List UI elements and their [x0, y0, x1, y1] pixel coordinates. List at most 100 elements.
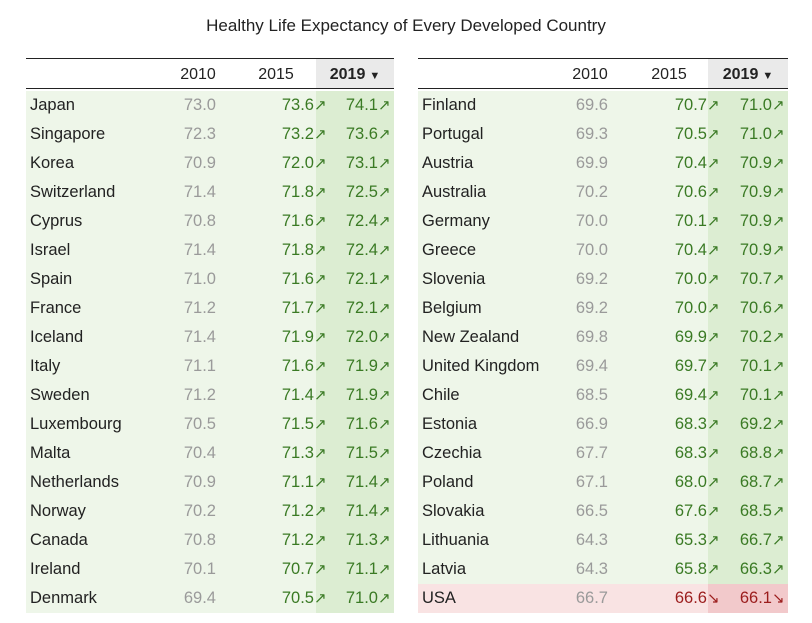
table-right: 2010 2015 2019 ▼ Finland 69.6 70.7↗ 71.0↗ Por… — [418, 58, 788, 613]
value-2019: 68.7↗ — [708, 468, 788, 497]
table-row: Israel 71.4 71.8↗ 72.4↗ — [26, 236, 394, 265]
value-2015: 66.6↘ — [631, 584, 723, 613]
value-2015: 71.2↗ — [238, 526, 330, 555]
header-2019-label: 2019 — [329, 66, 366, 83]
table-row: Spain 71.0 71.6↗ 72.1↗ — [26, 265, 394, 294]
table-header: 2010 2015 2019 ▼ — [418, 58, 788, 89]
trend-up-icon: ↗ — [707, 126, 720, 143]
trend-up-icon: ↗ — [772, 155, 785, 172]
value-2015: 71.1↗ — [238, 468, 330, 497]
value-2019: 72.0↗ — [316, 323, 394, 352]
trend-down-icon: ↘ — [707, 590, 720, 607]
value-2015: 71.6↗ — [238, 207, 330, 236]
table-row: Chile 68.5 69.4↗ 70.1↗ — [418, 381, 788, 410]
value-2019: 71.9↗ — [316, 381, 394, 410]
sorted-column-highlight — [708, 236, 788, 265]
table-header: 2010 2015 2019 ▼ — [26, 58, 394, 89]
sorted-column-highlight — [316, 526, 394, 555]
value-2019: 70.2↗ — [708, 323, 788, 352]
value-2015: 70.5↗ — [631, 120, 723, 149]
value-2019: 71.0 ↗ — [708, 120, 788, 149]
value-2019-number: 72.0 — [345, 328, 378, 346]
value-2010: 70.0 — [575, 241, 608, 259]
header-2015[interactable]: 2015 — [258, 66, 294, 83]
value-2015-number: 71.9 — [281, 328, 314, 346]
value-2010: 67.7 — [575, 444, 608, 462]
trend-up-icon: ↗ — [314, 184, 327, 201]
trend-up-icon: ↗ — [707, 155, 720, 172]
value-2019-number: 71.1 — [345, 560, 378, 578]
value-2015: 70.7↗ — [238, 555, 330, 584]
header-2015[interactable]: 2015 — [651, 66, 687, 83]
trend-up-icon: ↗ — [707, 503, 720, 520]
table-row: Korea 70.9 72.0↗ 73.1↗ — [26, 149, 394, 178]
value-2015-number: 73.6 — [281, 96, 314, 114]
trend-up-icon: ↗ — [378, 503, 391, 520]
trend-up-icon: ↗ — [772, 416, 785, 433]
value-2015: 70.5↗ — [238, 584, 330, 613]
value-2015-number: 70.6 — [674, 183, 707, 201]
trend-up-icon: ↗ — [707, 213, 720, 230]
table-row: Slovakia 66.5 67.6↗ 68.5↗ — [418, 497, 788, 526]
value-2019: 70.9↗ — [708, 207, 788, 236]
value-2019-number: 68.8 — [739, 444, 772, 462]
value-2015: 65.3↗ — [631, 526, 723, 555]
trend-up-icon: ↗ — [772, 561, 785, 578]
value-2019: 71.3↗ — [316, 526, 394, 555]
value-2015: 71.3↗ — [238, 439, 330, 468]
trend-up-icon: ↗ — [772, 213, 785, 230]
sorted-column-highlight — [708, 381, 788, 410]
value-2010: 71.2 — [183, 299, 216, 317]
sorted-column-highlight — [316, 439, 394, 468]
value-2019-number: 66.1 — [739, 589, 772, 607]
value-2015-number: 73.2 — [281, 125, 314, 143]
sorted-column-highlight — [708, 91, 788, 120]
header-2019-label: 2019 — [722, 66, 759, 83]
trend-up-icon: ↗ — [772, 532, 785, 549]
trend-up-icon: ↗ — [772, 358, 785, 375]
value-2019: 68.5↗ — [708, 497, 788, 526]
value-2019-number: 71.0 — [739, 125, 772, 143]
value-2010: 70.2 — [183, 502, 216, 520]
trend-up-icon: ↗ — [707, 474, 720, 491]
trend-up-icon: ↗ — [772, 445, 785, 462]
sorted-column-highlight — [316, 323, 394, 352]
value-2015: 69.9↗ — [631, 323, 723, 352]
value-2019-number: 71.5 — [345, 444, 378, 462]
value-2010: 71.0 — [183, 270, 216, 288]
country-name: Lithuania — [422, 531, 489, 549]
header-2010[interactable]: 2010 — [180, 66, 216, 83]
value-2019: 74.1↗ — [316, 91, 394, 120]
country-name: Austria — [422, 154, 474, 172]
country-name: Finland — [422, 96, 477, 114]
country-name: Germany — [422, 212, 490, 230]
country-name: France — [30, 299, 82, 317]
trend-up-icon: ↗ — [707, 184, 720, 201]
value-2019: 71.5↗ — [316, 439, 394, 468]
table-row: Lithuania 64.3 65.3↗ 66.7↗ — [418, 526, 788, 555]
sorted-column-highlight — [316, 149, 394, 178]
value-2015-number: 71.6 — [281, 270, 314, 288]
value-2010: 67.1 — [575, 473, 608, 491]
country-name: Korea — [30, 154, 75, 172]
table-row: Slovenia 69.2 70.0↗ 70.7↗ — [418, 265, 788, 294]
table-row: Cyprus 70.8 71.6↗ 72.4↗ — [26, 207, 394, 236]
header-2019-sorted[interactable]: 2019 ▼ — [708, 59, 788, 88]
value-2010: 66.5 — [575, 502, 608, 520]
header-2019-sorted[interactable]: 2019 ▼ — [316, 59, 394, 88]
sorted-column-highlight — [316, 236, 394, 265]
sorted-column-highlight — [708, 584, 788, 613]
value-2019-number: 70.7 — [739, 270, 772, 288]
trend-up-icon: ↗ — [314, 503, 327, 520]
header-2010[interactable]: 2010 — [572, 66, 608, 83]
country-name: Netherlands — [30, 473, 119, 491]
sorted-column-highlight — [316, 410, 394, 439]
trend-up-icon: ↗ — [378, 474, 391, 491]
country-name: Singapore — [30, 125, 106, 143]
trend-up-icon: ↗ — [707, 97, 720, 114]
value-2015-number: 70.1 — [674, 212, 707, 230]
sorted-column-highlight — [316, 352, 394, 381]
value-2019: 70.9↗ — [708, 178, 788, 207]
table-body-left: Japan 73.0 73.6↗ 74.1↗ Singapore 72.3 73.2↗ 73.… — [26, 91, 394, 613]
value-2015: 71.6↗ — [238, 352, 330, 381]
